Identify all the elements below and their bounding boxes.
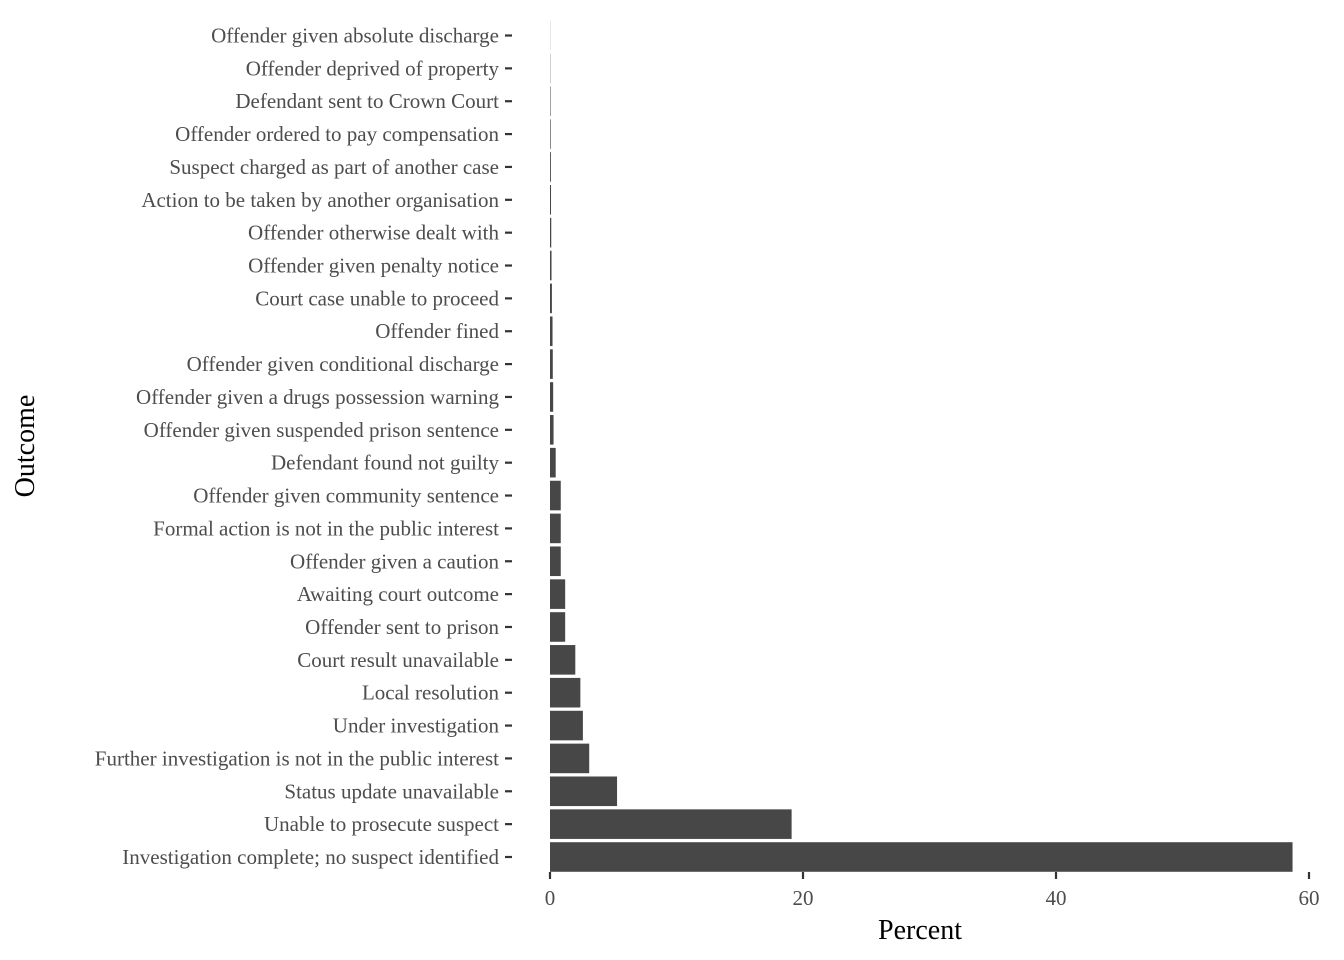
bar-court-result-unavailable bbox=[550, 645, 576, 675]
category-label: Offender deprived of property bbox=[246, 56, 500, 80]
bar-offender-given-a-caution bbox=[550, 546, 561, 577]
category-label: Awaiting court outcome bbox=[297, 582, 499, 606]
category-label: Offender given community sentence bbox=[193, 484, 499, 508]
category-label: Defendant found not guilty bbox=[271, 451, 500, 475]
bar-defendant-sent-to-crown-court bbox=[550, 86, 551, 117]
category-label: Status update unavailable bbox=[284, 779, 499, 803]
bar-offender-otherwise-dealt-with bbox=[550, 217, 552, 248]
category-label: Investigation complete; no suspect ident… bbox=[122, 845, 499, 869]
bar-offender-given-a-drugs-possession-warning bbox=[550, 382, 554, 412]
bar-offender-given-penalty-notice bbox=[550, 250, 552, 281]
category-label: Defendant sent to Crown Court bbox=[235, 89, 499, 113]
category-label: Further investigation is not in the publ… bbox=[95, 746, 499, 770]
bar-court-case-unable-to-proceed bbox=[550, 283, 552, 314]
bar-offender-given-community-sentence bbox=[550, 480, 561, 511]
bar-offender-sent-to-prison bbox=[550, 612, 566, 642]
category-label: Offender ordered to pay compensation bbox=[175, 122, 499, 146]
bar-offender-ordered-to-pay-compensation bbox=[550, 119, 551, 149]
category-labels-group: Offender given absolute discharge Offende… bbox=[95, 24, 500, 870]
bar-unable-to-prosecute-suspect bbox=[550, 809, 792, 839]
category-label: Offender given penalty notice bbox=[248, 254, 499, 278]
x-axis-group: 0 20 40 60 bbox=[545, 872, 1320, 910]
category-label: Formal action is not in the public inter… bbox=[153, 516, 499, 540]
category-label: Offender given absolute discharge bbox=[211, 24, 499, 48]
bar-offender-fined bbox=[550, 316, 553, 347]
category-label: Offender given conditional discharge bbox=[187, 352, 499, 376]
category-label: Unable to prosecute suspect bbox=[264, 812, 499, 836]
category-label: Court case unable to proceed bbox=[255, 286, 499, 310]
bar-action-to-be-taken-by-another-organisation bbox=[550, 185, 552, 215]
category-label: Action to be taken by another organisati… bbox=[141, 188, 499, 212]
x-tick-label: 0 bbox=[545, 886, 556, 910]
category-label: Offender given a drugs possession warnin… bbox=[136, 385, 499, 409]
bar-awaiting-court-outcome bbox=[550, 579, 566, 609]
category-label: Offender fined bbox=[375, 319, 499, 343]
bar-offender-given-suspended-prison-sentence bbox=[550, 415, 554, 445]
bar-formal-action-is-not-in-the-public-interest bbox=[550, 513, 561, 544]
category-label: Under investigation bbox=[333, 714, 500, 738]
bar-defendant-found-not-guilty bbox=[550, 447, 556, 478]
bar-local-resolution bbox=[550, 677, 581, 708]
bar-offender-given-conditional-discharge bbox=[550, 349, 553, 379]
bar-status-update-unavailable bbox=[550, 776, 618, 807]
x-tick-label: 40 bbox=[1046, 886, 1067, 910]
category-label: Offender sent to prison bbox=[305, 615, 499, 639]
bar-suspect-charged-as-part-of-another-case bbox=[550, 152, 551, 182]
category-label: Offender otherwise dealt with bbox=[248, 221, 499, 245]
category-label: Offender given suspended prison sentence bbox=[144, 418, 499, 442]
y-ticks-group bbox=[505, 34, 512, 859]
category-label: Offender given a caution bbox=[290, 549, 499, 573]
bars-group bbox=[550, 20, 1293, 872]
category-label: Suspect charged as part of another case bbox=[169, 155, 499, 179]
bar-under-investigation bbox=[550, 710, 583, 741]
bar-further-investigation-is-not-in-the-public-interest bbox=[550, 743, 590, 774]
category-label: Local resolution bbox=[362, 681, 500, 705]
y-axis-title: Outcome bbox=[10, 395, 41, 498]
x-tick-label: 20 bbox=[793, 886, 814, 910]
category-label: Court result unavailable bbox=[297, 648, 499, 672]
bar-investigation-complete-no-suspect-identified bbox=[550, 842, 1293, 872]
x-axis-title: Percent bbox=[878, 915, 962, 946]
x-tick-label: 60 bbox=[1299, 886, 1320, 910]
